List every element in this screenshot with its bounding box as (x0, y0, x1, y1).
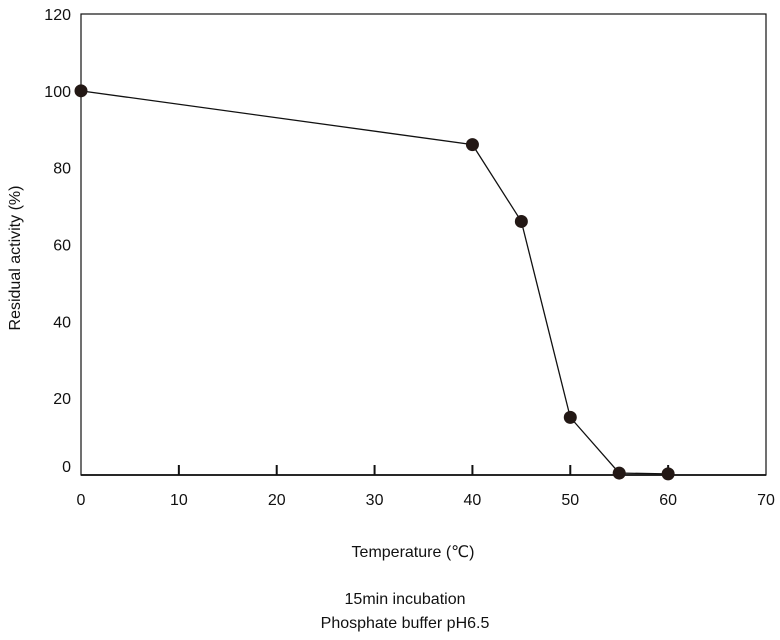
y-tick-label: 0 (62, 459, 71, 476)
x-axis-title: Temperature (℃) (352, 544, 475, 561)
x-tick-label: 30 (366, 492, 384, 509)
y-tick-label: 80 (53, 161, 71, 178)
x-tick-label: 70 (757, 492, 775, 509)
data-point (514, 214, 528, 228)
series-line (80, 90, 669, 475)
data-point (74, 84, 88, 98)
data-point (661, 467, 675, 481)
plot-frame (80, 13, 767, 476)
plot-border (80, 13, 767, 476)
y-tick-label: 120 (44, 7, 71, 24)
x-tick-label: 50 (561, 492, 579, 509)
caption-line-2: Phosphate buffer pH6.5 (321, 615, 490, 632)
caption-line-1: 15min incubation (345, 591, 466, 608)
x-tick-label: 40 (464, 492, 482, 509)
x-tick-label: 20 (268, 492, 286, 509)
y-tick-label: 40 (53, 314, 71, 331)
y-axis-ticks: 0 20 40 60 80 100 120 (44, 7, 71, 476)
x-tick-label: 0 (77, 492, 86, 509)
data-point (563, 410, 577, 424)
y-tick-label: 60 (53, 238, 71, 255)
data-point (465, 138, 479, 152)
y-tick-label: 20 (53, 391, 71, 408)
x-tick-label: 60 (659, 492, 677, 509)
data-point (612, 466, 626, 480)
y-axis-title: Residual activity (%) (7, 186, 24, 331)
x-tick-label: 10 (170, 492, 188, 509)
y-tick-label: 100 (44, 84, 71, 101)
series-layer (74, 84, 675, 481)
x-axis-ticks: 0 10 20 30 40 50 60 70 (77, 465, 775, 509)
